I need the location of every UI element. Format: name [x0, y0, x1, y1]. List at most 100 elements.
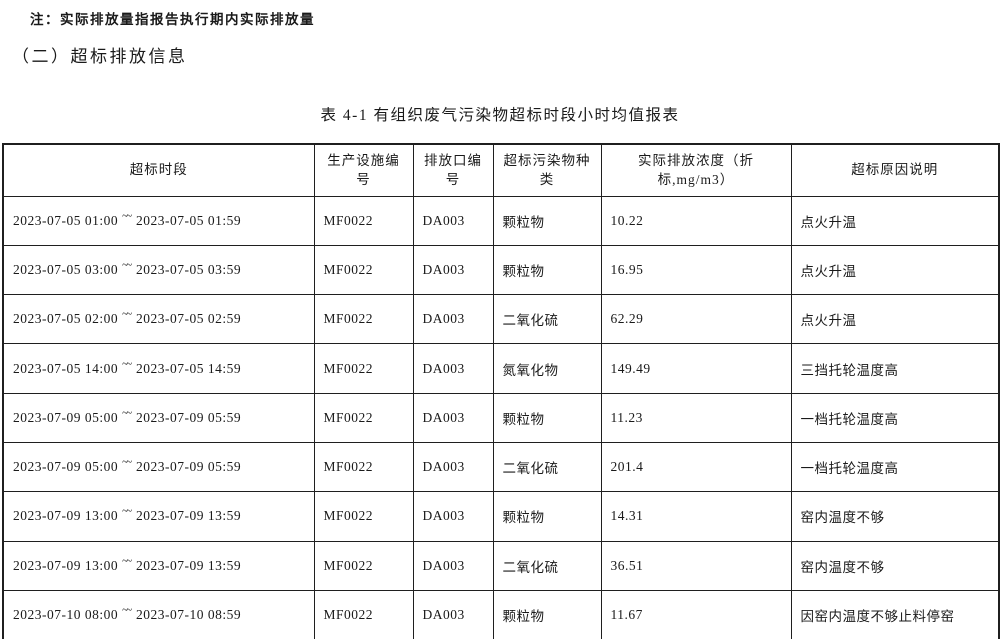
table-row: 2023-07-09 05:00 ~~ 2023-07-09 05:59 MF0022…: [2, 392, 1000, 443]
cell-outlet-id: DA003: [412, 244, 494, 296]
section-heading: （二）超标排放信息: [12, 47, 188, 66]
table-header: 超标时段 生产设施编号 排放口编号 超标污染物种类 实际排放浓度（折标,mg/m…: [2, 143, 1000, 197]
period-end: 2023-07-05 02:59: [136, 311, 242, 327]
range-separator: ~~: [122, 406, 132, 419]
cell-reason: 三挡托轮温度高: [790, 343, 1000, 394]
range-separator: ~~: [122, 209, 132, 222]
table-row: 2023-07-10 08:00 ~~ 2023-07-10 08:59 MF0022…: [2, 589, 1000, 639]
range-separator: ~~: [122, 456, 132, 469]
cell-facility-id: MF0022: [313, 540, 414, 591]
cell-outlet-id: DA003: [412, 540, 494, 591]
cell-period: 2023-07-10 08:00 ~~ 2023-07-10 08:59: [2, 589, 315, 639]
period-start: 2023-07-05 02:00: [13, 311, 119, 327]
cell-concentration: 10.22: [600, 195, 792, 246]
period-end: 2023-07-10 08:59: [136, 606, 242, 622]
period-end: 2023-07-09 13:59: [136, 508, 242, 524]
period-end: 2023-07-09 05:59: [136, 459, 242, 475]
cell-pollutant: 氮氧化物: [492, 343, 602, 394]
period-end: 2023-07-05 14:59: [136, 360, 242, 376]
cell-reason: 窑内温度不够: [790, 491, 1000, 542]
cell-pollutant: 二氧化硫: [492, 441, 602, 493]
table-row: 2023-07-09 13:00 ~~ 2023-07-09 13:59 MF0022…: [2, 491, 1000, 542]
cell-facility-id: MF0022: [313, 491, 414, 542]
cell-concentration: 11.23: [600, 392, 792, 443]
table-title: 表 4-1 有组织废气污染物超标时段小时均值报表: [320, 107, 680, 124]
cell-outlet-id: DA003: [412, 392, 494, 443]
cell-outlet-id: DA003: [412, 343, 494, 394]
cell-facility-id: MF0022: [313, 195, 414, 246]
table-row: 2023-07-09 13:00 ~~ 2023-07-09 13:59 MF0022…: [2, 540, 1000, 591]
cell-period: 2023-07-09 13:00 ~~ 2023-07-09 13:59: [2, 540, 315, 591]
cell-period: 2023-07-05 03:00 ~~ 2023-07-05 03:59: [2, 244, 315, 296]
cell-reason: 窑内温度不够: [790, 540, 1000, 591]
cell-period: 2023-07-09 13:00 ~~ 2023-07-09 13:59: [2, 491, 315, 542]
header-outlet-id: 排放口编号: [412, 143, 494, 197]
cell-reason: 一档托轮温度高: [790, 441, 1000, 493]
range-separator: ~~: [122, 603, 132, 616]
cell-period: 2023-07-05 01:00 ~~ 2023-07-05 01:59: [2, 195, 315, 246]
cell-period: 2023-07-09 05:00 ~~ 2023-07-09 05:59: [2, 441, 315, 493]
cell-facility-id: MF0022: [313, 392, 414, 443]
cell-outlet-id: DA003: [412, 491, 494, 542]
exceedance-report-table: 超标时段 生产设施编号 排放口编号 超标污染物种类 实际排放浓度（折标,mg/m…: [2, 143, 1000, 639]
range-separator: ~~: [122, 505, 132, 518]
cell-pollutant: 颗粒物: [492, 491, 602, 542]
range-separator: ~~: [122, 554, 132, 567]
header-reason: 超标原因说明: [790, 143, 1000, 197]
cell-concentration: 11.67: [600, 589, 792, 639]
cell-reason: 点火升温: [790, 244, 1000, 296]
cell-period: 2023-07-05 14:00 ~~ 2023-07-05 14:59: [2, 343, 315, 394]
cell-concentration: 201.4: [600, 441, 792, 493]
cell-reason: 一档托轮温度高: [790, 392, 1000, 443]
period-start: 2023-07-05 03:00: [13, 261, 119, 277]
table-body: 2023-07-05 01:00 ~~ 2023-07-05 01:59 MF0022…: [2, 195, 1000, 639]
period-start: 2023-07-10 08:00: [13, 606, 119, 622]
cell-concentration: 36.51: [600, 540, 792, 591]
range-separator: ~~: [122, 308, 132, 321]
cell-pollutant: 颗粒物: [492, 244, 602, 296]
cell-reason: 点火升温: [790, 195, 1000, 246]
cell-reason: 因窑内温度不够止料停窑: [790, 589, 1000, 639]
table-row: 2023-07-05 02:00 ~~ 2023-07-05 02:59 MF0022…: [2, 294, 1000, 345]
cell-concentration: 14.31: [600, 491, 792, 542]
period-end: 2023-07-05 01:59: [136, 212, 242, 228]
cell-outlet-id: DA003: [412, 195, 494, 246]
table-row: 2023-07-05 03:00 ~~ 2023-07-05 03:59 MF0022…: [2, 244, 1000, 296]
cell-reason: 点火升温: [790, 294, 1000, 345]
period-start: 2023-07-05 14:00: [13, 360, 119, 376]
header-facility-id: 生产设施编号: [313, 143, 414, 197]
cell-facility-id: MF0022: [313, 343, 414, 394]
period-end: 2023-07-09 13:59: [136, 557, 242, 573]
cell-period: 2023-07-09 05:00 ~~ 2023-07-09 05:59: [2, 392, 315, 443]
table-row: 2023-07-09 05:00 ~~ 2023-07-09 05:59 MF0022…: [2, 441, 1000, 493]
range-separator: ~~: [122, 258, 132, 271]
period-start: 2023-07-09 05:00: [13, 409, 119, 425]
header-period: 超标时段: [2, 143, 315, 197]
period-start: 2023-07-09 13:00: [13, 557, 119, 573]
period-end: 2023-07-09 05:59: [136, 409, 242, 425]
cell-outlet-id: DA003: [412, 294, 494, 345]
table-row: 2023-07-05 14:00 ~~ 2023-07-05 14:59 MF0022…: [2, 343, 1000, 394]
cell-pollutant: 颗粒物: [492, 392, 602, 443]
cell-facility-id: MF0022: [313, 244, 414, 296]
cell-outlet-id: DA003: [412, 441, 494, 493]
range-separator: ~~: [122, 357, 132, 370]
cell-concentration: 62.29: [600, 294, 792, 345]
cell-pollutant: 二氧化硫: [492, 540, 602, 591]
cell-concentration: 149.49: [600, 343, 792, 394]
cell-concentration: 16.95: [600, 244, 792, 296]
cell-facility-id: MF0022: [313, 441, 414, 493]
period-start: 2023-07-09 13:00: [13, 508, 119, 524]
cell-period: 2023-07-05 02:00 ~~ 2023-07-05 02:59: [2, 294, 315, 345]
page-note: 注：实际排放量指报告执行期内实际排放量: [30, 12, 315, 27]
cell-facility-id: MF0022: [313, 589, 414, 639]
table-row: 2023-07-05 01:00 ~~ 2023-07-05 01:59 MF0022…: [2, 195, 1000, 246]
header-pollutant: 超标污染物种类: [492, 143, 602, 197]
period-end: 2023-07-05 03:59: [136, 261, 242, 277]
header-row: 超标时段 生产设施编号 排放口编号 超标污染物种类 实际排放浓度（折标,mg/m…: [2, 143, 1000, 197]
period-start: 2023-07-05 01:00: [13, 212, 119, 228]
cell-facility-id: MF0022: [313, 294, 414, 345]
header-concentration: 实际排放浓度（折标,mg/m3）: [600, 143, 792, 197]
cell-pollutant: 颗粒物: [492, 589, 602, 639]
cell-pollutant: 二氧化硫: [492, 294, 602, 345]
